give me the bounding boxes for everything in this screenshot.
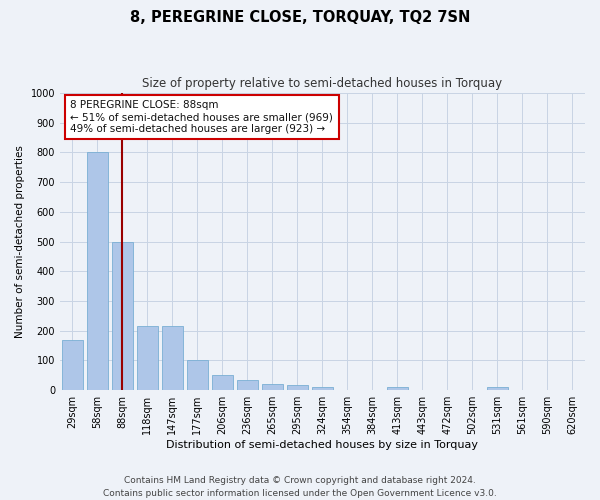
- Bar: [112, 242, 133, 390]
- Title: Size of property relative to semi-detached houses in Torquay: Size of property relative to semi-detach…: [142, 78, 503, 90]
- Bar: [137, 326, 158, 390]
- Bar: [262, 384, 283, 390]
- X-axis label: Distribution of semi-detached houses by size in Torquay: Distribution of semi-detached houses by …: [166, 440, 478, 450]
- Bar: [287, 385, 308, 390]
- Text: 8, PEREGRINE CLOSE, TORQUAY, TQ2 7SN: 8, PEREGRINE CLOSE, TORQUAY, TQ2 7SN: [130, 10, 470, 25]
- Text: 8 PEREGRINE CLOSE: 88sqm
← 51% of semi-detached houses are smaller (969)
49% of : 8 PEREGRINE CLOSE: 88sqm ← 51% of semi-d…: [70, 100, 333, 134]
- Bar: [312, 387, 333, 390]
- Bar: [387, 387, 408, 390]
- Y-axis label: Number of semi-detached properties: Number of semi-detached properties: [15, 145, 25, 338]
- Bar: [162, 326, 183, 390]
- Bar: [487, 387, 508, 390]
- Bar: [187, 360, 208, 390]
- Bar: [212, 375, 233, 390]
- Bar: [62, 340, 83, 390]
- Text: Contains HM Land Registry data © Crown copyright and database right 2024.
Contai: Contains HM Land Registry data © Crown c…: [103, 476, 497, 498]
- Bar: [237, 380, 258, 390]
- Bar: [87, 152, 108, 390]
